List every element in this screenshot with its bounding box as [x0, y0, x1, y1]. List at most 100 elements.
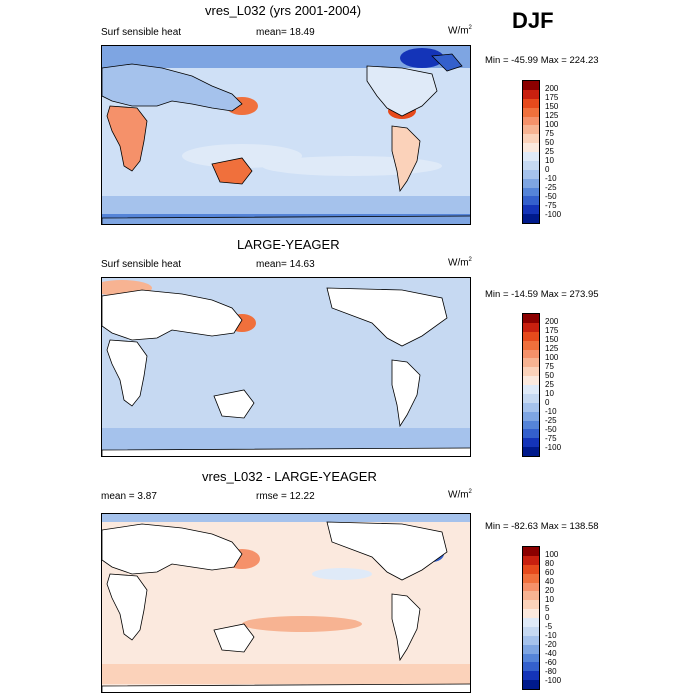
colorbar-swatch: [523, 205, 539, 215]
colorbar-swatch: [523, 187, 539, 197]
colorbar-tick-label: -50: [545, 425, 557, 434]
colorbar-tick-label: -10: [545, 631, 557, 640]
colorbar-swatch: [523, 420, 539, 430]
colorbar-tick-label: 75: [545, 362, 554, 371]
panel3-mean-label: mean = 3.87: [101, 491, 157, 502]
colorbar-tick-label: 10: [545, 389, 554, 398]
colorbar-tick-label: 100: [545, 353, 559, 362]
colorbar-tick-label: 100: [545, 120, 559, 129]
colorbar-tick-label: 10: [545, 156, 554, 165]
colorbar-tick-label: 50: [545, 138, 554, 147]
colorbar-swatch: [523, 169, 539, 179]
colorbar-tick-label: 175: [545, 93, 559, 102]
colorbar-tick-label: -10: [545, 407, 557, 416]
colorbar-swatch: [523, 564, 539, 574]
colorbar-tick-label: 100: [545, 550, 559, 559]
colorbar-tick-label: -25: [545, 183, 557, 192]
colorbar-tick-label: 25: [545, 380, 554, 389]
colorbar-tick-label: 0: [545, 613, 550, 622]
panel1-minmax: Min = -45.99 Max = 224.23: [485, 55, 599, 66]
colorbar-swatch: [523, 626, 539, 636]
colorbar-swatch: [523, 134, 539, 144]
colorbar-tick-label: -100: [545, 210, 562, 219]
colorbar-swatch: [523, 644, 539, 654]
panel3-colorbar: [522, 546, 540, 690]
colorbar-tick-label: 60: [545, 568, 554, 577]
colorbar-tick-label: -50: [545, 192, 557, 201]
panel1-map: [101, 45, 471, 225]
panel2-minmax: Min = -14.59 Max = 273.95: [485, 289, 599, 300]
colorbar-swatch: [523, 125, 539, 135]
colorbar-swatch: [523, 547, 539, 556]
panel3-units: W/m2: [448, 489, 472, 501]
colorbar-swatch: [523, 438, 539, 448]
colorbar-tick-label: 50: [545, 371, 554, 380]
colorbar-swatch: [523, 600, 539, 610]
colorbar-swatch: [523, 98, 539, 108]
panel1-colorbar: [522, 80, 540, 224]
colorbar-tick-label: -40: [545, 649, 557, 658]
colorbar-swatch: [523, 196, 539, 206]
panel1-mean-label: mean= 18.49: [256, 27, 315, 38]
colorbar-swatch: [523, 349, 539, 359]
panel3-rmse-label: rmse = 12.22: [256, 491, 315, 502]
colorbar-swatch: [523, 393, 539, 403]
panel2-colorbar: [522, 313, 540, 457]
colorbar-swatch: [523, 160, 539, 170]
colorbar-swatch: [523, 653, 539, 663]
season-label: DJF: [512, 8, 554, 33]
panel1-variable-label: Surf sensible heat: [101, 27, 182, 38]
colorbar-swatch: [523, 447, 539, 456]
colorbar-tick-label: -100: [545, 443, 562, 452]
colorbar-tick-label: 150: [545, 335, 559, 344]
colorbar-swatch: [523, 582, 539, 592]
colorbar-tick-label: 80: [545, 559, 554, 568]
colorbar-tick-label: -75: [545, 201, 557, 210]
colorbar-swatch: [523, 402, 539, 412]
colorbar-swatch: [523, 618, 539, 627]
panel1-title: vres_L032 (yrs 2001-2004): [205, 3, 362, 18]
colorbar-swatch: [523, 609, 539, 618]
colorbar-swatch: [523, 671, 539, 681]
colorbar-swatch: [523, 178, 539, 188]
colorbar-swatch: [523, 573, 539, 583]
colorbar-swatch: [523, 376, 539, 385]
colorbar-swatch: [523, 322, 539, 332]
colorbar-swatch: [523, 143, 539, 152]
colorbar-tick-label: -80: [545, 667, 557, 676]
colorbar-swatch: [523, 680, 539, 689]
colorbar-swatch: [523, 358, 539, 368]
colorbar-tick-label: 40: [545, 577, 554, 586]
colorbar-swatch: [523, 89, 539, 99]
colorbar-tick-label: -100: [545, 676, 562, 685]
colorbar-tick-label: 125: [545, 344, 559, 353]
colorbar-tick-label: 10: [545, 595, 554, 604]
colorbar-tick-label: -75: [545, 434, 557, 443]
colorbar-swatch: [523, 340, 539, 350]
colorbar-swatch: [523, 591, 539, 601]
colorbar-tick-label: 0: [545, 398, 550, 407]
colorbar-swatch: [523, 411, 539, 421]
panel1-units: W/m2: [448, 25, 472, 37]
colorbar-tick-label: -25: [545, 416, 557, 425]
colorbar-swatch: [523, 662, 539, 672]
panel2-map: [101, 277, 471, 457]
colorbar-tick-label: 125: [545, 111, 559, 120]
panel3-title: vres_L032 - LARGE-YEAGER: [202, 469, 377, 484]
panel2-mean-label: mean= 14.63: [256, 259, 315, 270]
colorbar-tick-label: 200: [545, 84, 559, 93]
colorbar-tick-label: -10: [545, 174, 557, 183]
panel3-minmax: Min = -82.63 Max = 138.58: [485, 521, 599, 532]
colorbar-swatch: [523, 81, 539, 90]
colorbar-swatch: [523, 331, 539, 341]
panel2-units: W/m2: [448, 257, 472, 269]
colorbar-swatch: [523, 116, 539, 126]
panel2-variable-label: Surf sensible heat: [101, 259, 182, 270]
colorbar-swatch: [523, 429, 539, 439]
colorbar-tick-label: -20: [545, 640, 557, 649]
colorbar-swatch: [523, 214, 539, 223]
panel3-map: [101, 513, 471, 693]
colorbar-swatch: [523, 152, 539, 161]
colorbar-swatch: [523, 314, 539, 323]
colorbar-swatch: [523, 385, 539, 394]
